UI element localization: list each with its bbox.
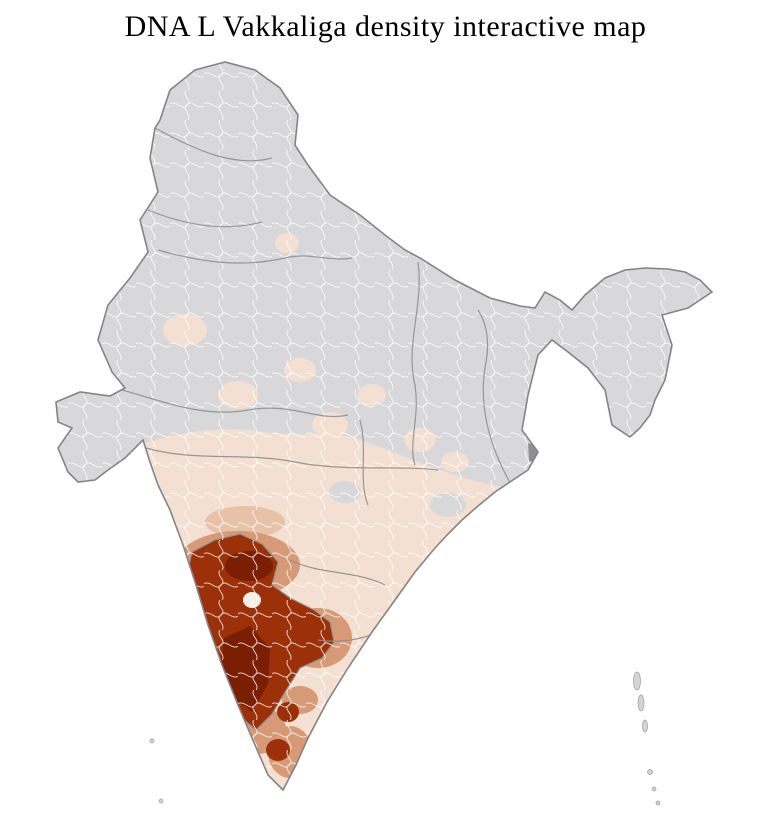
district-borders-mesh xyxy=(56,62,712,790)
lakshadweep-islands[interactable] xyxy=(149,738,164,804)
state-borders xyxy=(121,127,513,642)
region-metro-dark-patch[interactable] xyxy=(528,443,543,464)
andaman-islands[interactable] xyxy=(633,671,661,806)
